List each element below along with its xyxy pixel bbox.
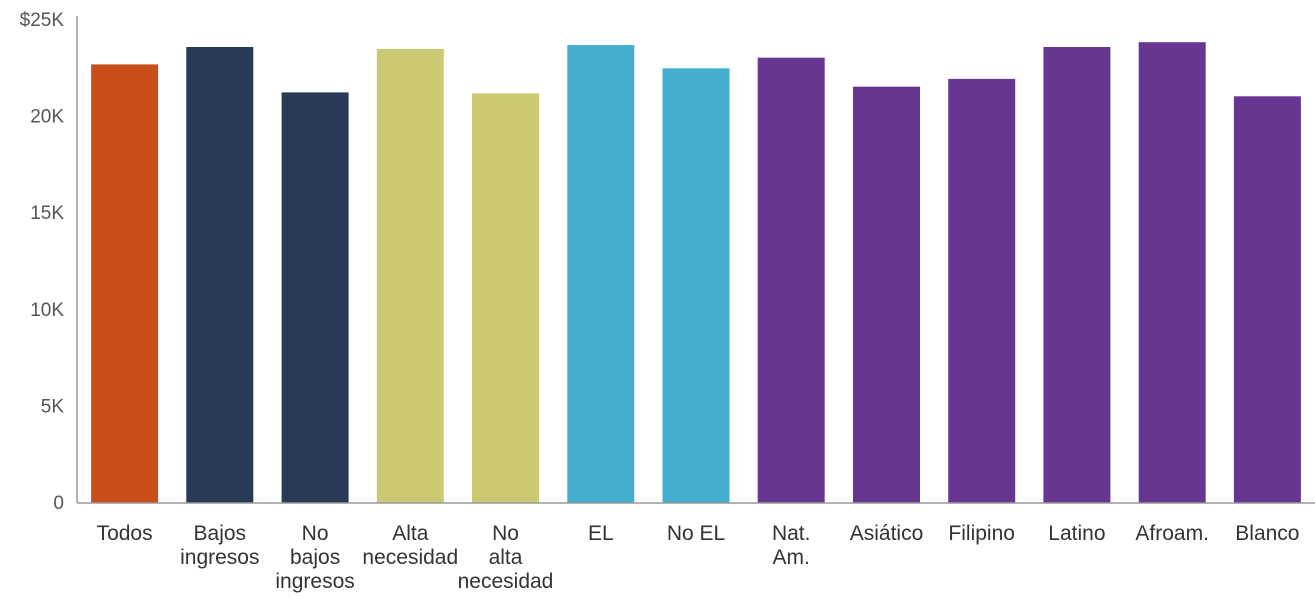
bars-group [91,42,1301,504]
bar [853,86,920,503]
x-tick-label: Afroam. [1135,522,1209,545]
bar [376,49,444,503]
bar [757,57,825,503]
y-tick-label: 10K [30,300,64,321]
x-tick-label: No EL [667,522,725,545]
bar [567,45,635,503]
bar [1138,42,1206,503]
x-tick-label: Asiático [850,522,924,545]
y-tick-label: $25K [20,10,65,31]
bar [662,68,730,504]
bar [948,78,1016,504]
y-tick-label: 15K [30,203,64,224]
y-axis: 0 5K 10K 15K 20K $25K [20,10,78,514]
x-tick-label: Todos [97,522,153,545]
bar [186,47,254,503]
x-tick-label: No bajos ingresos [275,522,354,593]
x-tick-label: Nat. Am. [772,522,811,569]
x-tick-label: Alta necesidad [362,522,458,569]
bar [1233,96,1301,504]
y-tick-label: 5K [41,396,65,417]
x-tick-label: Bajos ingresos [180,522,259,569]
bar [1043,47,1111,503]
x-tick-label: Blanco [1235,522,1299,545]
y-tick-label: 0 [53,493,64,514]
x-tick-label: Filipino [948,522,1015,545]
x-tick-label: EL [588,522,614,545]
x-tick-label: No alta necesidad [458,522,554,593]
x-tick-label: Latino [1048,522,1105,545]
bar [91,64,159,504]
bar [281,92,349,504]
bar [472,93,539,504]
y-tick-label: 20K [30,107,64,128]
